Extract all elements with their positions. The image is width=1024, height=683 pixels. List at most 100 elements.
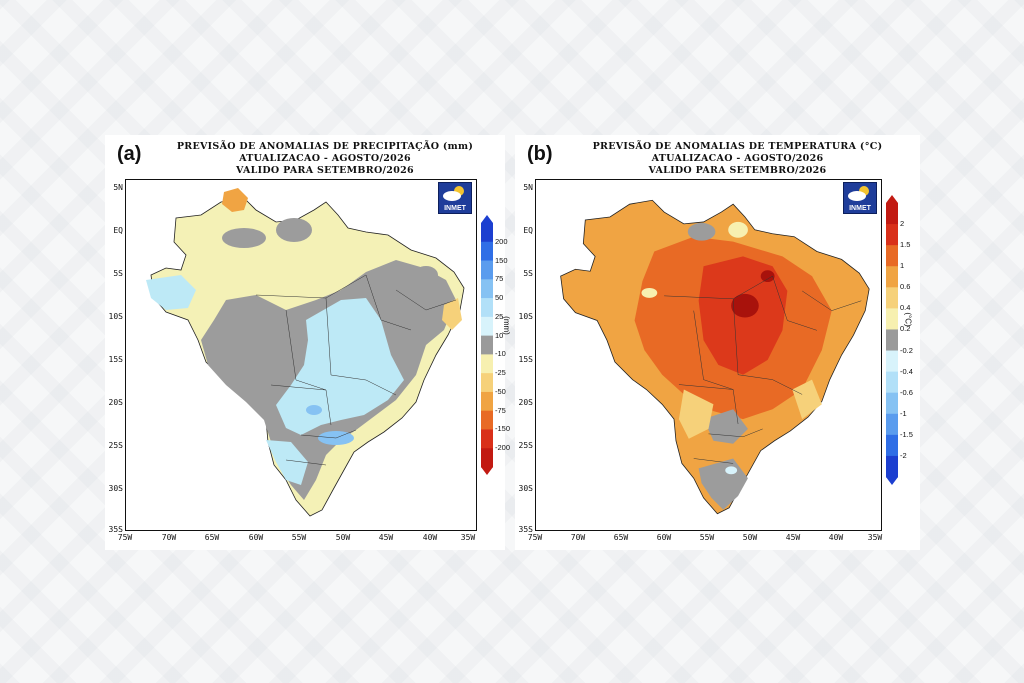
colorbar-label: 1	[900, 261, 905, 271]
gray-blob-north-2	[728, 221, 748, 238]
gray-blob-north	[687, 222, 716, 241]
yellow-region	[678, 389, 714, 439]
colorbar-units: (mm)	[501, 316, 511, 335]
temperature-map	[560, 199, 870, 515]
panel-a: (a) PREVISÃO DE ANOMALIAS DE PRECIPITAÇÃ…	[105, 135, 511, 550]
y-tick: 20S	[518, 398, 533, 407]
colorbar-swatch	[481, 448, 493, 468]
x-tick: 65W	[204, 533, 220, 542]
colorbar-swatch	[886, 287, 898, 309]
colorbar-label: 1.5	[900, 240, 911, 250]
x-tick: 55W	[699, 533, 715, 542]
colorbar-swatch	[481, 241, 493, 262]
x-tick: 65W	[613, 533, 629, 542]
colorbar-label: -1.5	[900, 429, 913, 439]
colorbar-swatch	[481, 298, 493, 318]
colorbar-label: -0.6	[900, 387, 913, 397]
colorbar-swatch	[886, 245, 898, 267]
orange-patch	[222, 188, 248, 212]
colorbar-swatch	[481, 354, 493, 374]
y-tick: EQ	[523, 226, 533, 235]
dark-red-core-2	[760, 270, 775, 283]
x-tick: 75W	[117, 533, 133, 542]
colorbar-swatch	[886, 308, 898, 330]
light-blue-region-sw	[266, 440, 308, 485]
gray-region-south-2	[703, 409, 748, 444]
colorbar-label: -0.4	[900, 366, 913, 376]
colorbar-label: -150	[495, 424, 511, 434]
colorbar-swatch	[481, 410, 493, 430]
colorbar-swatch	[886, 413, 898, 436]
colorbar-label: 0.6	[900, 282, 911, 292]
y-tick: 10S	[108, 312, 123, 321]
gray-blob-ne	[414, 266, 438, 284]
cloud-sun-icon	[848, 186, 869, 201]
x-tick: 40W	[828, 533, 844, 542]
colorbar-swatch	[481, 335, 493, 355]
x-tick: 70W	[161, 533, 177, 542]
colorbar-label: -200	[495, 443, 511, 453]
y-tick: EQ	[113, 226, 123, 235]
logo-text: INMET	[849, 205, 871, 212]
colorbar-swatch	[481, 260, 493, 280]
colorbar-swatch	[886, 455, 898, 478]
colorbar-swatch	[481, 316, 493, 337]
colorbar-swatch	[481, 429, 493, 449]
inmet-logo: INMET	[438, 182, 472, 214]
colorbar-arrow-bottom	[481, 467, 493, 475]
y-tick: 25S	[518, 441, 533, 450]
yellow-region-east	[792, 379, 822, 420]
colorbar-label: 25	[495, 311, 504, 321]
colorbar	[481, 215, 493, 475]
colorbar	[886, 195, 898, 485]
colorbar-label: -50	[495, 386, 506, 396]
x-tick: 40W	[422, 533, 438, 542]
map-subtitle-update: ATUALIZACAO - AGOSTO/2026	[239, 153, 411, 164]
colorbar-label: 150	[495, 255, 508, 265]
y-tick: 30S	[518, 484, 533, 493]
gray-blob-north	[276, 218, 312, 242]
inmet-logo: INMET	[843, 182, 877, 214]
y-tick: 35S	[518, 525, 533, 534]
y-tick: 25S	[108, 441, 123, 450]
y-tick: 20S	[108, 398, 123, 407]
y-tick: 15S	[108, 355, 123, 364]
state-borders	[664, 275, 862, 464]
x-tick: 55W	[291, 533, 307, 542]
x-tick: 45W	[785, 533, 801, 542]
colorbar-label: 50	[495, 293, 504, 303]
blue-patch-2	[306, 405, 322, 415]
dark-red-core	[731, 293, 759, 318]
y-tick: 5S	[523, 269, 533, 278]
light-blue-region	[276, 298, 404, 435]
colorbar-arrow-bottom	[886, 477, 898, 485]
x-tick: 35W	[460, 533, 476, 542]
colorbar-units: (°C)	[903, 312, 913, 327]
colorbar-swatch	[481, 391, 493, 412]
x-tick: 50W	[742, 533, 758, 542]
colorbar-swatch	[886, 434, 898, 457]
colorbar-label: -25	[495, 368, 506, 378]
y-tick: 5N	[113, 183, 123, 192]
colorbar-swatch	[886, 329, 898, 352]
colorbar-label: 200	[495, 236, 508, 246]
x-tick: 35W	[867, 533, 883, 542]
colorbar-swatch	[886, 392, 898, 415]
map-frame: INMET	[125, 179, 477, 531]
gray-blob-north-2	[222, 228, 266, 248]
cloud-sun-icon	[443, 186, 464, 201]
map-subtitle-update: ATUALIZACAO - AGOSTO/2026	[651, 153, 824, 164]
colorbar-label: -2	[900, 450, 907, 460]
colorbar-swatch	[886, 203, 898, 225]
colorbar-swatch	[481, 373, 493, 393]
colorbar-label: 0.4	[900, 303, 911, 313]
colorbar-swatch	[886, 266, 898, 288]
y-tick: 10S	[518, 312, 533, 321]
precipitation-map	[146, 188, 465, 517]
colorbar-label: 2	[900, 219, 905, 229]
colorbar-arrow-top	[886, 195, 898, 203]
map-title: PREVISÃO DE ANOMALIAS DE PRECIPITAÇÃO (m…	[176, 141, 474, 152]
light-patch-2	[725, 466, 738, 475]
panel-b: (b) PREVISÃO DE ANOMALIAS DE TEMPERATURA…	[515, 135, 920, 550]
x-tick: 45W	[378, 533, 394, 542]
